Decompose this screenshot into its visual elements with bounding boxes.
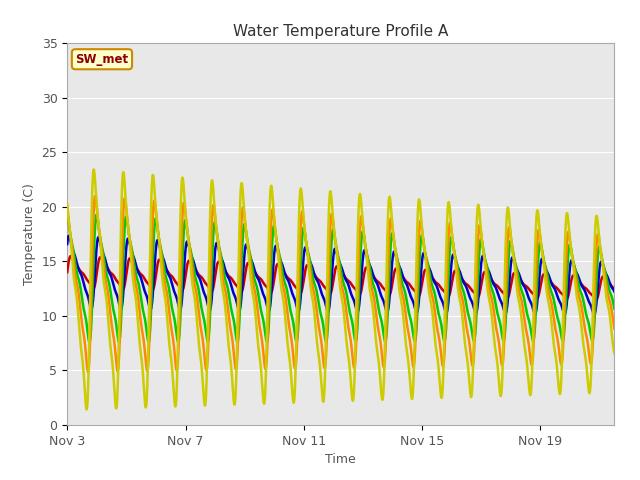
Y-axis label: Temperature (C): Temperature (C)	[23, 183, 36, 285]
Legend: 0cm, +5cm, +10cm, +30cm, +50cm: 0cm, +5cm, +10cm, +30cm, +50cm	[138, 475, 543, 480]
X-axis label: Time: Time	[325, 453, 356, 466]
Text: SW_met: SW_met	[76, 53, 129, 66]
Title: Water Temperature Profile A: Water Temperature Profile A	[233, 24, 449, 39]
